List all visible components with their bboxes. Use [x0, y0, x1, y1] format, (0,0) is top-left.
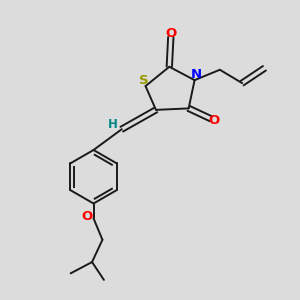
Text: O: O	[165, 27, 176, 40]
Text: N: N	[190, 68, 202, 81]
Text: S: S	[139, 74, 149, 87]
Text: H: H	[108, 118, 118, 131]
Text: O: O	[209, 114, 220, 127]
Text: O: O	[81, 210, 93, 224]
